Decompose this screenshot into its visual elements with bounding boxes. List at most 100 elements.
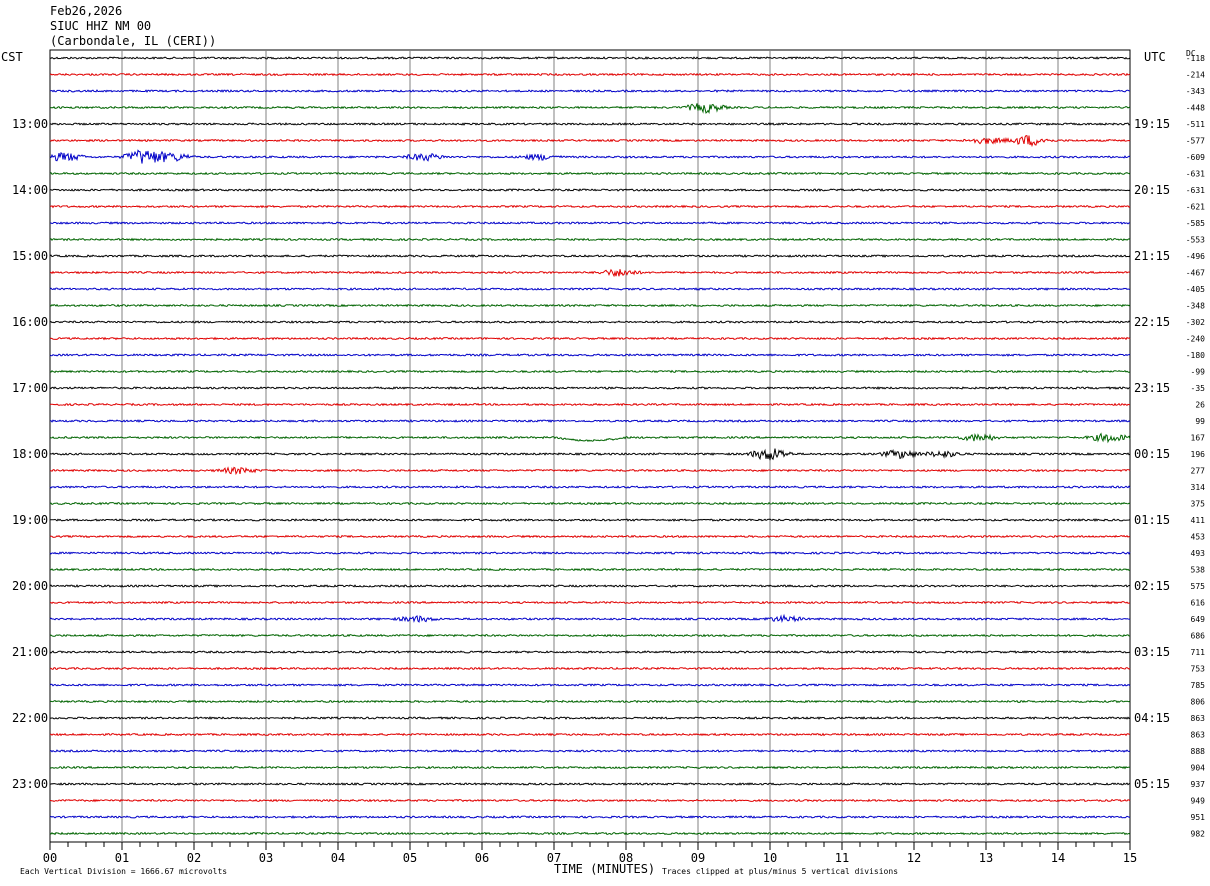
x-tick-label: 11 (835, 851, 849, 865)
cst-hour-label: 13:00 (12, 117, 48, 131)
utc-hour-label: 19:15 (1134, 117, 1170, 131)
dc-offset-label: 575 (1191, 582, 1206, 591)
utc-hour-label: 03:15 (1134, 645, 1170, 659)
trace-line (49, 466, 1131, 476)
x-tick-label: 09 (691, 851, 705, 865)
utc-hour-label: 04:15 (1134, 711, 1170, 725)
cst-hour-label: 18:00 (12, 447, 48, 461)
x-tick-label: 14 (1051, 851, 1065, 865)
dc-offset-label: -405 (1186, 285, 1205, 294)
trace-line (49, 204, 1131, 209)
x-axis-label: TIME (MINUTES) (554, 862, 656, 876)
dc-offset-label: 196 (1191, 450, 1206, 459)
dc-offset-label: -585 (1186, 219, 1205, 228)
dc-offset-label: 888 (1191, 747, 1206, 756)
x-tick-label: 13 (979, 851, 993, 865)
dc-offset-label: 538 (1191, 566, 1206, 575)
cst-hour-label: 17:00 (12, 381, 48, 395)
x-tick-label: 07 (547, 851, 561, 865)
dc-offset-label: -302 (1186, 318, 1205, 327)
dc-offset-label: 686 (1191, 632, 1206, 641)
dc-offset-label: -343 (1186, 87, 1205, 96)
cst-hour-label: 16:00 (12, 315, 48, 329)
x-tick-label: 03 (259, 851, 273, 865)
utc-hour-label: 01:15 (1134, 513, 1170, 527)
station-code: SIUC HHZ NM 00 (50, 19, 152, 33)
cst-hour-label: 19:00 (12, 513, 48, 527)
trace-line (50, 221, 1131, 225)
utc-hour-label: 02:15 (1134, 579, 1170, 593)
x-tick-label: 15 (1123, 851, 1137, 865)
dc-offset-label: 806 (1191, 698, 1206, 707)
dc-offset-label: -214 (1186, 71, 1205, 80)
dc-offset-label: -631 (1186, 186, 1205, 195)
dc-offset-label: -577 (1186, 137, 1205, 146)
trace-line (50, 798, 1131, 803)
trace-line (49, 353, 1131, 357)
dc-offset-label: 616 (1191, 599, 1206, 608)
utc-hour-label: 23:15 (1134, 381, 1170, 395)
trace-line (49, 749, 1131, 753)
trace-line (49, 815, 1131, 819)
trace-line (49, 765, 1131, 770)
dc-offset-label: -511 (1186, 120, 1205, 129)
trace-line (49, 268, 1131, 278)
dc-offset-label: 863 (1191, 731, 1206, 740)
trace-line (49, 419, 1131, 423)
right-timezone-label: UTC (1144, 50, 1166, 64)
x-tick-label: 05 (403, 851, 417, 865)
x-tick-label: 12 (907, 851, 921, 865)
dc-offset-label: 982 (1191, 830, 1206, 839)
trace-line (49, 683, 1131, 687)
dc-offset-label: 785 (1191, 681, 1206, 690)
utc-hour-label: 20:15 (1134, 183, 1170, 197)
trace-line (49, 149, 1131, 164)
utc-hour-label: 00:15 (1134, 447, 1170, 461)
x-tick-label: 06 (475, 851, 489, 865)
dc-offset-label: 277 (1191, 467, 1206, 476)
cst-hour-label: 23:00 (12, 777, 48, 791)
trace-line (49, 518, 1131, 522)
dc-offset-label: 167 (1191, 434, 1206, 443)
trace-line (49, 716, 1131, 720)
trace-line (49, 122, 1131, 126)
dc-offset-label: -609 (1186, 153, 1205, 162)
dc-offset-label: 375 (1191, 500, 1206, 509)
cst-hour-label: 22:00 (12, 711, 48, 725)
trace-line (49, 600, 1131, 605)
clip-note: Traces clipped at plus/minus 5 vertical … (662, 867, 899, 876)
scale-note: Each Vertical Division = 1666.67 microvo… (20, 867, 228, 876)
dc-offset-label: -180 (1186, 351, 1205, 360)
dc-column-header: DC (1186, 49, 1196, 58)
dc-offset-label: -631 (1186, 170, 1205, 179)
trace-line (49, 386, 1131, 390)
dc-offset-label: 493 (1191, 549, 1206, 558)
x-tick-label: 00 (43, 851, 57, 865)
trace-line (49, 287, 1131, 291)
utc-hour-label: 21:15 (1134, 249, 1170, 263)
dc-offset-label: 99 (1195, 417, 1205, 426)
dc-offset-label: 411 (1191, 516, 1206, 525)
trace-line (49, 551, 1131, 555)
trace-line (49, 699, 1131, 704)
dc-offset-label: 753 (1191, 665, 1206, 674)
trace-line (49, 89, 1131, 93)
trace-line (49, 650, 1131, 654)
trace-line (49, 103, 1131, 114)
dc-offset-label: -99 (1191, 368, 1206, 377)
trace-line (49, 303, 1131, 308)
dc-offset-label: -35 (1191, 384, 1206, 393)
left-timezone-label: CST (1, 50, 23, 64)
dc-offset-label: -496 (1186, 252, 1205, 261)
dc-offset-label: -553 (1186, 236, 1205, 245)
x-tick-label: 02 (187, 851, 201, 865)
dc-offset-label: -240 (1186, 335, 1205, 344)
trace-line (49, 633, 1131, 638)
trace-line (49, 432, 1131, 444)
utc-hour-label: 22:15 (1134, 315, 1170, 329)
dc-offset-label: -348 (1186, 302, 1205, 311)
dc-offset-label: 904 (1191, 764, 1206, 773)
trace-line (49, 402, 1131, 407)
dc-offset-label: 711 (1191, 648, 1206, 657)
cst-hour-label: 14:00 (12, 183, 48, 197)
